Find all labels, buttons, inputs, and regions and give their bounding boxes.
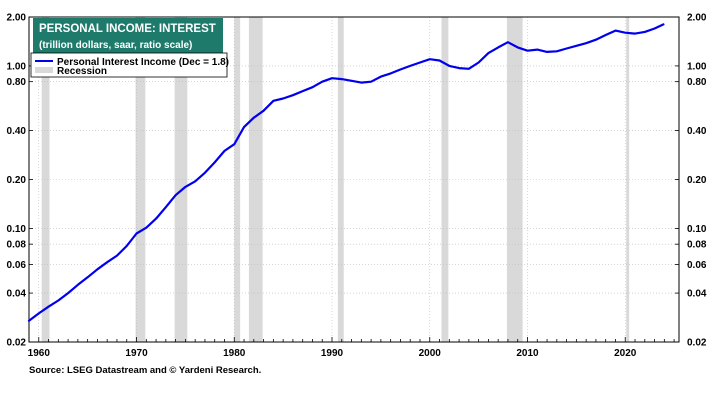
y-tick-label-left-4: 0.10 xyxy=(7,224,27,235)
legend-box xyxy=(30,52,228,78)
recession-band-3 xyxy=(234,17,241,342)
y-axis-right: 0.02 0.04 0.06 0.08 0.10 0.20 0.40 0.80 1.00 2.00 xyxy=(675,13,707,349)
y-tick-label-right-5: 0.20 xyxy=(687,175,707,186)
x-tick-label-1: 1970 xyxy=(125,348,148,359)
y-tick-label-right-6: 0.40 xyxy=(687,126,707,137)
recession-band-5 xyxy=(337,17,344,342)
recession-band-4 xyxy=(248,17,263,342)
legend-label-interest: Personal Interest Income (Dec = 1.8) xyxy=(57,57,229,68)
x-tick-label-0: 1960 xyxy=(28,348,51,359)
y-axis-left: 0.02 0.04 0.06 0.08 0.10 0.20 0.40 0.80 1.00 2.00 xyxy=(7,13,33,349)
y-tick-label-right-3: 0.08 xyxy=(687,240,707,251)
x-tick-label-2: 1980 xyxy=(223,348,246,359)
y-tick-label-right-4: 0.10 xyxy=(687,224,707,235)
x-tick-label-6: 2020 xyxy=(614,348,637,359)
y-tick-label-left-7: 0.80 xyxy=(7,77,27,88)
recession-band-8 xyxy=(626,17,630,342)
y-tick-label-left-2: 0.06 xyxy=(7,260,27,271)
y-tick-label-right-0: 0.02 xyxy=(687,338,707,349)
y-tick-label-right-9: 2.00 xyxy=(687,13,707,24)
chart-subtitle: (trillion dollars, saar, ratio scale) xyxy=(39,40,192,51)
y-tick-label-left-0: 0.02 xyxy=(7,338,27,349)
y-tick-label-left-8: 1.00 xyxy=(7,61,27,72)
legend: Personal Interest Income (Dec = 1.8) Rec… xyxy=(30,52,229,78)
recession-band-6 xyxy=(441,17,449,342)
y-tick-label-left-5: 0.20 xyxy=(7,175,27,186)
x-tick-label-4: 2000 xyxy=(419,348,442,359)
recession-band-7 xyxy=(506,17,523,342)
legend-swatch-recession xyxy=(35,67,53,73)
y-tick-label-right-8: 1.00 xyxy=(687,61,707,72)
y-tick-label-right-7: 0.80 xyxy=(687,77,707,88)
x-axis: 1960 1970 1980 1990 2000 2010 2020 xyxy=(28,337,675,359)
legend-label-recession: Recession xyxy=(57,66,107,77)
series-line-personal-interest-income xyxy=(27,23,665,322)
y-tick-label-right-2: 0.06 xyxy=(687,260,707,271)
source-note: Source: LSEG Datastream and © Yardeni Re… xyxy=(29,365,261,376)
x-tick-label-3: 1990 xyxy=(321,348,344,359)
series-lines xyxy=(27,23,665,322)
recession-band-2 xyxy=(174,17,188,342)
y-tick-label-left-9: 2.00 xyxy=(7,13,27,24)
y-tick-label-left-1: 0.04 xyxy=(7,289,27,300)
chart-title: PERSONAL INCOME: INTEREST xyxy=(39,23,216,35)
y-tick-label-right-1: 0.04 xyxy=(687,289,707,300)
recession-band-0 xyxy=(41,17,50,342)
y-tick-label-left-3: 0.08 xyxy=(7,240,27,251)
x-tick-label-5: 2010 xyxy=(516,348,539,359)
title-box: PERSONAL INCOME: INTEREST (trillion doll… xyxy=(33,18,223,56)
title-background xyxy=(33,18,223,56)
y-tick-label-left-6: 0.40 xyxy=(7,126,27,137)
